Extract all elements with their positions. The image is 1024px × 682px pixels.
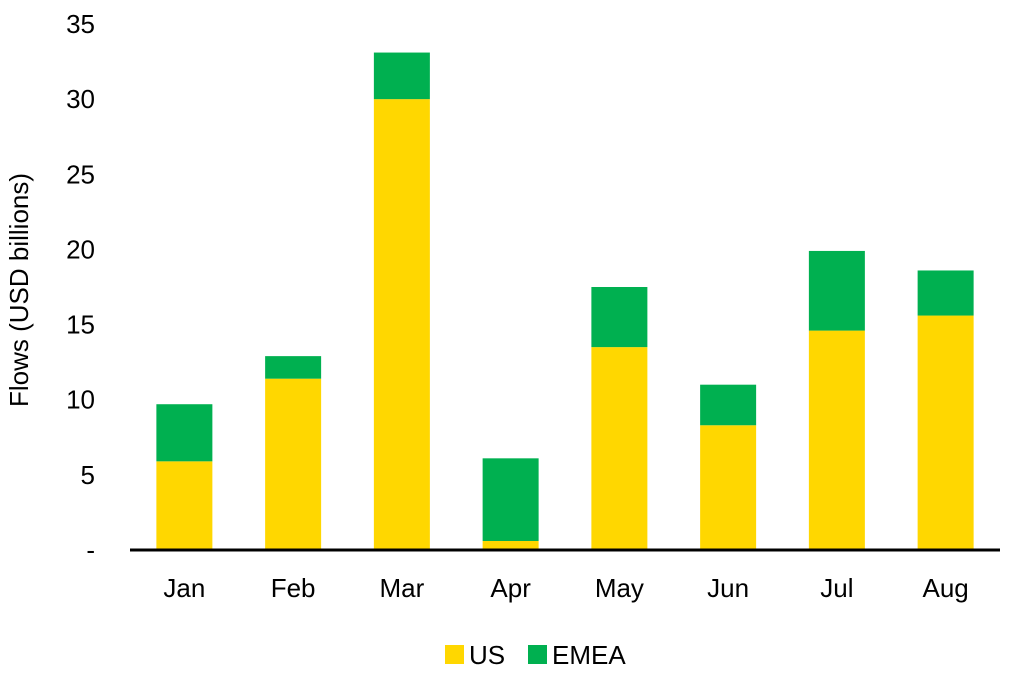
bar-emea-aug bbox=[917, 270, 974, 316]
x-tick-label: May bbox=[595, 573, 644, 603]
y-tick-label: - bbox=[86, 535, 95, 565]
y-tick-label: 30 bbox=[66, 84, 95, 114]
bar-emea-jul bbox=[808, 250, 865, 331]
bar-us-jun bbox=[700, 425, 757, 550]
bars bbox=[156, 52, 974, 551]
y-axis-label: Flows (USD billions) bbox=[4, 173, 34, 407]
legend: US EMEA bbox=[445, 640, 626, 670]
y-tick-label: 25 bbox=[66, 159, 95, 189]
y-tick-label: 15 bbox=[66, 310, 95, 340]
legend-label-us: US bbox=[469, 640, 505, 670]
y-tick-label: 20 bbox=[66, 234, 95, 264]
y-tick-label: 5 bbox=[81, 460, 95, 490]
legend-swatch-emea bbox=[528, 645, 547, 664]
legend-label-emea: EMEA bbox=[552, 640, 626, 670]
x-tick-label: Jan bbox=[163, 573, 205, 603]
bar-emea-jun bbox=[700, 384, 757, 426]
bar-emea-may bbox=[591, 287, 648, 348]
bar-us-aug bbox=[917, 315, 974, 550]
y-tick-label: 35 bbox=[66, 9, 95, 39]
x-tick-label: Aug bbox=[922, 573, 968, 603]
bar-emea-jan bbox=[156, 404, 213, 462]
bar-us-apr bbox=[482, 540, 539, 550]
x-tick-label: Apr bbox=[490, 573, 531, 603]
bar-emea-feb bbox=[265, 356, 322, 379]
bar-emea-mar bbox=[373, 52, 430, 100]
bar-us-may bbox=[591, 347, 648, 550]
y-tick-label: 10 bbox=[66, 385, 95, 415]
bar-us-feb bbox=[265, 378, 322, 550]
y-axis-ticks: - 5 10 15 20 25 30 35 bbox=[66, 9, 95, 565]
bar-emea-apr bbox=[482, 458, 539, 541]
x-tick-label: Feb bbox=[271, 573, 316, 603]
x-tick-label: Jul bbox=[820, 573, 853, 603]
bar-us-jul bbox=[808, 330, 865, 550]
x-tick-label: Jun bbox=[707, 573, 749, 603]
bar-us-jan bbox=[156, 461, 213, 550]
legend-swatch-us bbox=[445, 645, 464, 664]
x-tick-label: Mar bbox=[379, 573, 424, 603]
bar-us-mar bbox=[373, 99, 430, 551]
x-axis-ticks: Jan Feb Mar Apr May Jun Jul Aug bbox=[163, 573, 968, 603]
